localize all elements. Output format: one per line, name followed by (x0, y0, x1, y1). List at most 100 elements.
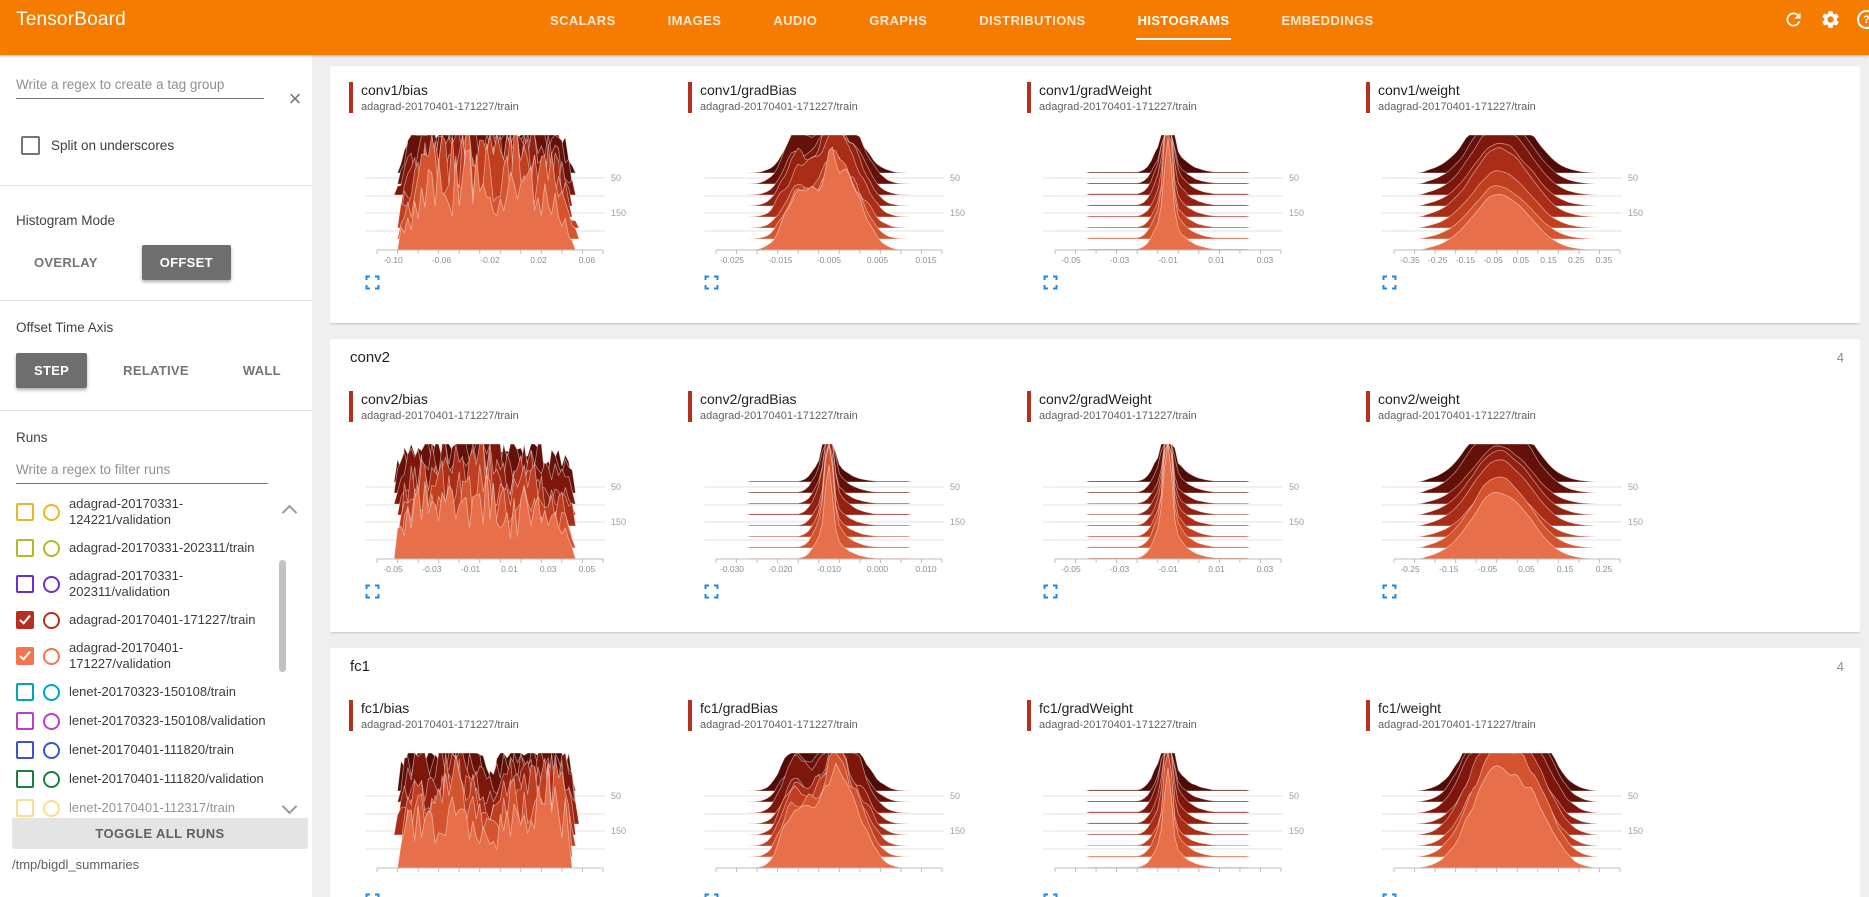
chart-run-name: adagrad-20170401-171227/train (1039, 410, 1197, 422)
run-label: lenet-20170401-111820/train (69, 742, 235, 757)
help-icon[interactable]: ? (1857, 10, 1869, 29)
axis-step-button[interactable]: STEP (16, 353, 88, 388)
run-checkbox[interactable] (16, 503, 34, 521)
run-label: lenet-20170401-111820/validation (69, 771, 264, 786)
histogram-chart[interactable]: 50 150 -0.05 -0.03 -0.01 0.01 0.03 (1041, 127, 1341, 269)
axis-relative-button[interactable]: RELATIVE (123, 363, 189, 378)
refresh-icon[interactable] (1783, 9, 1804, 30)
histogram-chart[interactable]: 50 150 -0.025 -0.015 -0.005 0.005 0.015 (702, 127, 1002, 269)
tab-distributions[interactable]: DISTRIBUTIONS (979, 12, 1086, 28)
histogram-chart[interactable]: 50 150 -0.35 -0.25 -0.15 -0.05 0.05 0.15 0.25 0.3… (1380, 127, 1680, 269)
mode-overlay-button[interactable]: OVERLAY (34, 255, 98, 270)
run-color-circle[interactable] (43, 611, 60, 629)
histogram-chart[interactable]: 50 150 -0.10 -0.06 -0.02 0.02 0.06 (363, 127, 663, 269)
card-header: fc1/bias adagrad-20170401-171227/train (349, 700, 688, 731)
run-color-circle[interactable] (43, 683, 60, 701)
tab-audio[interactable]: AUDIO (773, 12, 818, 28)
expand-icon[interactable] (1382, 893, 1397, 897)
expand-icon[interactable] (365, 275, 380, 290)
expand-icon[interactable] (704, 584, 719, 599)
expand-icon[interactable] (365, 893, 380, 897)
chart-title: conv2/bias (361, 391, 428, 407)
run-checkbox[interactable] (16, 712, 34, 730)
toolbar-icons: ? (1783, 9, 1869, 30)
chart-run-name: adagrad-20170401-171227/train (361, 101, 519, 113)
run-row: lenet-20170401-112317/train (16, 799, 272, 817)
tab-images[interactable]: IMAGES (667, 12, 722, 28)
card-header: conv2/weight adagrad-20170401-171227/trai… (1366, 391, 1705, 422)
close-icon[interactable]: × (288, 86, 302, 111)
run-color-circle[interactable] (43, 539, 60, 557)
run-row: lenet-20170401-111820/validation (16, 770, 272, 788)
tab-scalars[interactable]: SCALARS (550, 12, 616, 28)
histogram-chart[interactable]: 50 150 (1380, 745, 1680, 887)
run-checkbox[interactable] (16, 683, 34, 701)
svg-text:-0.05: -0.05 (1061, 564, 1081, 574)
chart-title: fc1/weight (1378, 700, 1442, 716)
run-color-circle[interactable] (43, 799, 60, 817)
chart-run-name: adagrad-20170401-171227/train (361, 719, 519, 731)
section-count: 4 (1836, 658, 1844, 674)
run-color-circle[interactable] (43, 647, 60, 665)
svg-text:50: 50 (1628, 482, 1638, 492)
tab-graphs[interactable]: GRAPHS (869, 12, 928, 28)
run-color-circle[interactable] (43, 712, 60, 730)
expand-icon[interactable] (704, 275, 719, 290)
tab-histograms[interactable]: HISTOGRAMS (1112, 0, 1256, 40)
run-checkbox[interactable] (16, 799, 34, 817)
charts-row: conv2/bias adagrad-20170401-171227/train 5… (330, 375, 1860, 604)
histogram-chart[interactable]: 50 150 -0.25 -0.15 -0.05 0.05 0.15 0.25 (1380, 436, 1680, 578)
svg-text:0.05: 0.05 (579, 564, 596, 574)
expand-icon[interactable] (1043, 584, 1058, 599)
section-header-fc1[interactable]: fc1 4 (330, 648, 1860, 684)
expand-icon[interactable] (704, 893, 719, 897)
scroll-up-icon[interactable] (281, 504, 298, 521)
card-header: conv1/gradWeight adagrad-20170401-171227/… (1027, 82, 1366, 113)
run-checkbox[interactable] (16, 741, 34, 759)
log-directory-path: /tmp/bigdl_summaries (12, 857, 140, 872)
run-color-circle[interactable] (43, 741, 60, 759)
svg-text:150: 150 (1628, 208, 1643, 218)
run-checkbox[interactable] (16, 647, 34, 665)
svg-text:-0.05: -0.05 (1483, 255, 1503, 265)
mode-offset-button[interactable]: OFFSET (141, 245, 231, 280)
card-header: conv2/gradBias adagrad-20170401-171227/tr… (688, 391, 1027, 422)
runs-label: Runs (16, 430, 48, 445)
expand-icon[interactable] (1382, 275, 1397, 290)
scroll-down-icon[interactable] (281, 798, 298, 815)
run-color-circle[interactable] (43, 770, 60, 788)
histogram-chart[interactable]: 50 150 -0.030 -0.020 -0.010 0.000 0.010 (702, 436, 1002, 578)
split-on-underscores-row: Split on underscores (21, 136, 174, 155)
run-checkbox[interactable] (16, 575, 34, 593)
axis-wall-button[interactable]: WALL (242, 363, 281, 378)
run-label: lenet-20170323-150108/validation (69, 713, 266, 728)
expand-icon[interactable] (1382, 584, 1397, 599)
run-filter-input[interactable] (16, 458, 268, 484)
svg-text:50: 50 (611, 791, 621, 801)
run-checkbox[interactable] (16, 770, 34, 788)
histogram-chart[interactable]: 50 150 (1041, 745, 1341, 887)
run-color-circle[interactable] (43, 503, 60, 521)
expand-icon[interactable] (1043, 893, 1058, 897)
histogram-chart[interactable]: 50 150 (363, 745, 663, 887)
settings-icon[interactable] (1820, 9, 1841, 30)
section-header-conv2[interactable]: conv2 4 (330, 339, 1860, 375)
card-header: conv1/weight adagrad-20170401-171227/trai… (1366, 82, 1705, 113)
split-underscores-checkbox[interactable] (21, 136, 40, 155)
run-checkbox[interactable] (16, 611, 34, 629)
histogram-chart[interactable]: 50 150 (702, 745, 1002, 887)
chart-title: conv2/gradWeight (1039, 391, 1152, 407)
histogram-chart[interactable]: 50 150 -0.05 -0.03 -0.01 0.01 0.03 (1041, 436, 1341, 578)
histogram-chart[interactable]: 50 150 -0.05 -0.03 -0.01 0.01 0.03 0.05 (363, 436, 663, 578)
run-color-circle[interactable] (43, 575, 60, 593)
toggle-all-runs-button[interactable]: TOGGLE ALL RUNS (12, 818, 308, 849)
expand-icon[interactable] (365, 584, 380, 599)
run-checkbox[interactable] (16, 539, 34, 557)
section-conv2: conv2 4 conv2/bias adagrad-20170401-171227/… (330, 339, 1860, 632)
tag-regex-input[interactable] (16, 73, 264, 99)
histogram-card-fc1-gradBias: fc1/gradBias adagrad-20170401-171227/trai… (688, 684, 1027, 897)
runs-scrollbar-thumb[interactable] (279, 560, 286, 672)
tab-embeddings[interactable]: EMBEDDINGS (1281, 12, 1374, 28)
expand-icon[interactable] (1043, 275, 1058, 290)
divider (0, 300, 312, 301)
